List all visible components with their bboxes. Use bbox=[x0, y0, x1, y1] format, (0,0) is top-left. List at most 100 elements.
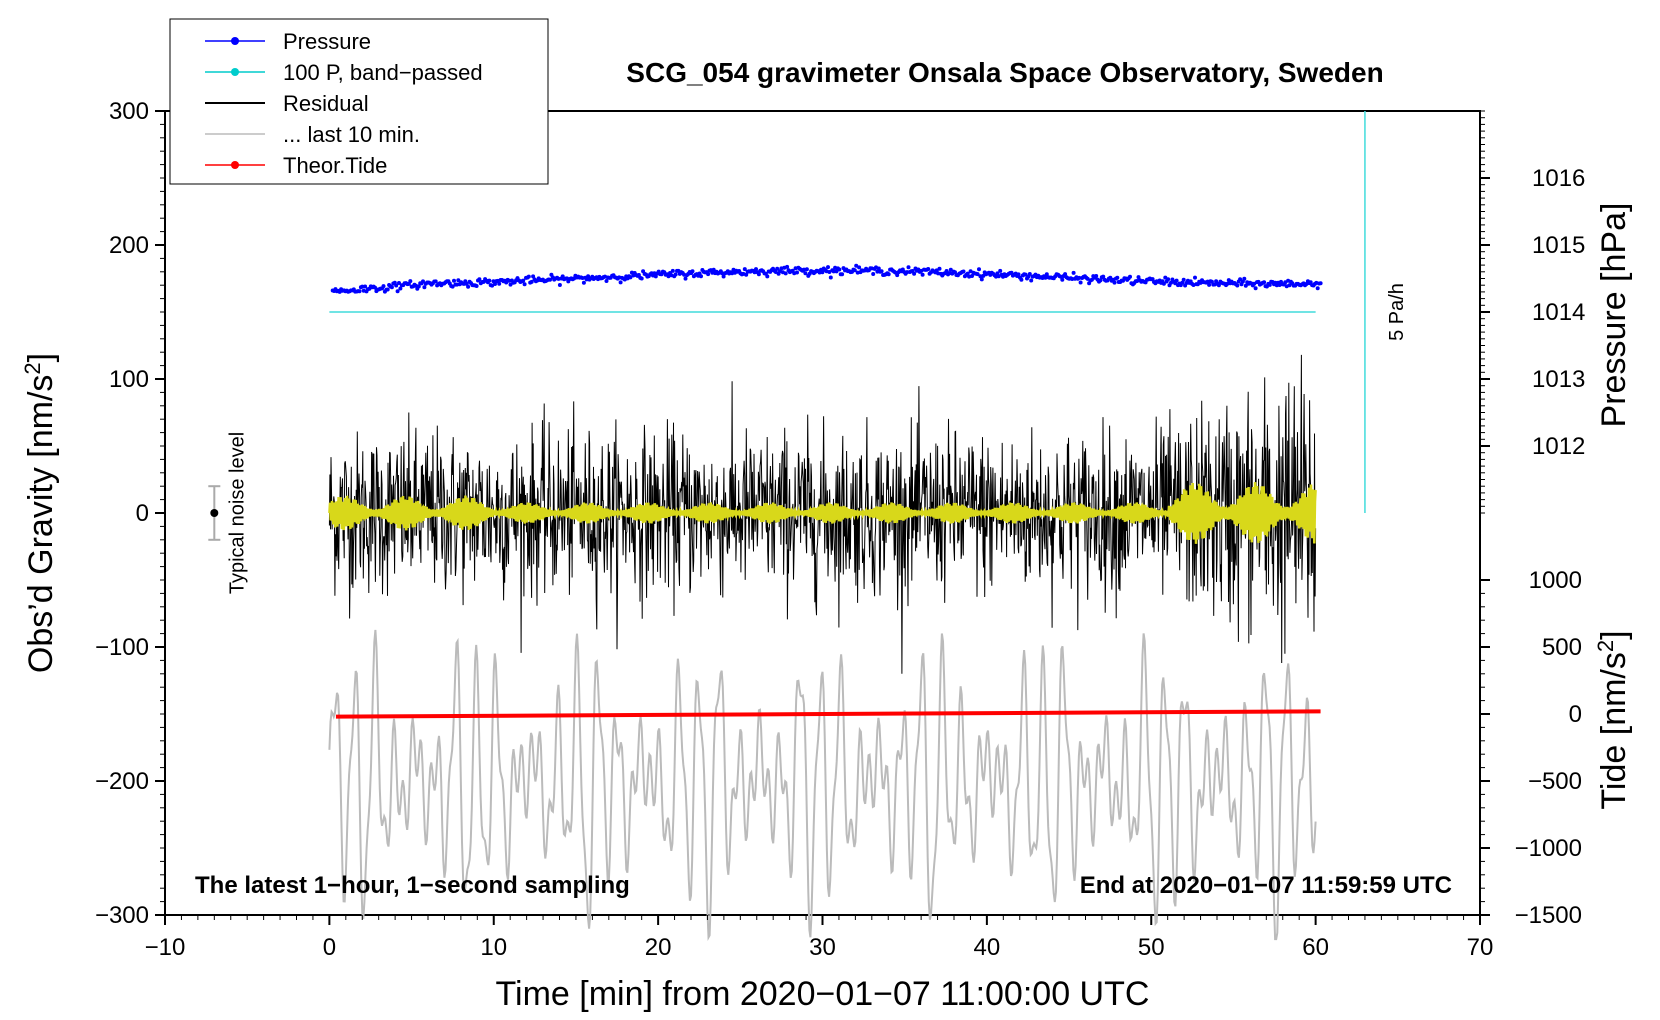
pressure-point bbox=[1027, 272, 1032, 276]
pressure-point bbox=[1181, 277, 1186, 282]
pressure-tick-label: 1016 bbox=[1532, 165, 1585, 192]
series-residual-bandpassed bbox=[328, 482, 1317, 544]
pressure-point bbox=[529, 279, 534, 284]
pressure-tick-label: 1015 bbox=[1532, 232, 1585, 259]
pressure-point bbox=[1016, 272, 1021, 277]
legend-label: Residual bbox=[283, 91, 369, 116]
pressure-point bbox=[521, 278, 526, 283]
x-tick-label: 10 bbox=[480, 934, 507, 961]
x-tick-label: 30 bbox=[809, 934, 836, 961]
pressure-point bbox=[1318, 281, 1323, 286]
pressure-point bbox=[875, 269, 880, 274]
pressure-point bbox=[477, 277, 482, 282]
pressure-point bbox=[1242, 276, 1247, 281]
y-axis-title-tide-sup: 2 bbox=[1593, 640, 1618, 652]
pressure-point bbox=[1174, 278, 1179, 283]
pressure-point bbox=[905, 270, 910, 275]
pressure-point bbox=[937, 266, 942, 271]
rate-marker-label: 5 Pa/h bbox=[1386, 283, 1408, 341]
pressure-point bbox=[879, 269, 884, 274]
pressure-point bbox=[1216, 283, 1221, 288]
noise-level-marker bbox=[208, 485, 221, 541]
pressure-point bbox=[581, 280, 586, 285]
pressure-point bbox=[895, 273, 900, 278]
pressure-point bbox=[785, 264, 790, 269]
y-axis-title-gravity-main: Obs’d Gravity [nm/s bbox=[22, 375, 60, 674]
pressure-point bbox=[944, 269, 949, 273]
footer-sampling-note: The latest 1−hour, 1−second sampling bbox=[195, 872, 630, 899]
y-axis-title-tide-main: Tide [nm/s bbox=[1595, 652, 1633, 809]
pressure-point bbox=[876, 266, 881, 271]
pressure-point bbox=[604, 279, 609, 283]
pressure-point bbox=[756, 272, 761, 277]
pressure-point bbox=[1044, 272, 1049, 277]
noise-level-label: Typical noise level bbox=[226, 432, 248, 594]
x-tick-label: 70 bbox=[1467, 934, 1494, 961]
pressure-point bbox=[1115, 275, 1120, 280]
pressure-point bbox=[652, 271, 657, 276]
pressure-point bbox=[820, 270, 825, 275]
pressure-point bbox=[852, 268, 857, 273]
y-axis-title-pressure: Pressure [hPa] bbox=[1595, 203, 1633, 428]
tide-tick-label: −1000 bbox=[1515, 835, 1582, 862]
y-tick-label: 200 bbox=[109, 232, 149, 259]
pressure-point bbox=[653, 274, 658, 279]
x-tick-label: 20 bbox=[645, 934, 672, 961]
pressure-point bbox=[1063, 272, 1068, 277]
pressure-point bbox=[1023, 272, 1028, 277]
x-tick-label: 50 bbox=[1138, 934, 1165, 961]
pressure-point bbox=[775, 266, 780, 271]
pressure-point bbox=[912, 271, 917, 276]
tide-tick-label: −500 bbox=[1528, 768, 1582, 795]
pressure-point bbox=[828, 275, 833, 280]
pressure-point bbox=[871, 272, 876, 276]
pressure-point bbox=[906, 265, 911, 270]
pressure-point bbox=[673, 272, 678, 277]
y-tick-label: 100 bbox=[109, 366, 149, 393]
pressure-point bbox=[1243, 283, 1248, 288]
pressure-point bbox=[531, 274, 536, 279]
y-axis-gravity: 300 200 100 0 −100 −200 −300 bbox=[95, 98, 165, 929]
pressure-point bbox=[795, 270, 799, 275]
y-axis-tide: 1000 500 0 −500 −1000 −1500 bbox=[1480, 567, 1582, 929]
y-axis-title-gravity-end: ] bbox=[22, 353, 60, 362]
pressure-point bbox=[706, 272, 711, 277]
legend-label: Theor.Tide bbox=[283, 153, 387, 178]
pressure-point bbox=[979, 277, 984, 282]
pressure-point bbox=[1315, 286, 1320, 291]
pressure-point bbox=[452, 278, 456, 283]
pressure-point bbox=[1253, 286, 1258, 291]
pressure-point bbox=[920, 272, 925, 277]
pressure-point bbox=[397, 281, 401, 285]
pressure-point bbox=[1193, 275, 1197, 280]
legend-marker bbox=[231, 68, 239, 76]
pressure-point bbox=[998, 268, 1003, 273]
pressure-point bbox=[752, 270, 757, 275]
pressure-point bbox=[474, 284, 479, 288]
pressure-point bbox=[363, 284, 368, 289]
tide-tick-label: −1500 bbox=[1515, 902, 1582, 929]
pressure-point bbox=[1267, 282, 1272, 287]
pressure-point bbox=[548, 277, 552, 282]
pressure-point bbox=[744, 272, 749, 277]
pressure-point bbox=[804, 267, 809, 272]
pressure-point bbox=[1235, 283, 1240, 288]
pressure-point bbox=[721, 274, 726, 279]
series-theor-tide bbox=[335, 709, 1321, 719]
pressure-point bbox=[720, 271, 725, 276]
y-axis-title-gravity-sup: 2 bbox=[20, 362, 45, 374]
pressure-point bbox=[450, 284, 455, 289]
pressure-point bbox=[398, 286, 403, 291]
y-axis-title-tide-end: ] bbox=[1595, 630, 1633, 639]
pressure-tick-label: 1012 bbox=[1532, 433, 1585, 460]
y-tick-label: −300 bbox=[95, 902, 149, 929]
legend-label: ... last 10 min. bbox=[283, 122, 420, 147]
pressure-point bbox=[742, 267, 747, 272]
pressure-point bbox=[1112, 280, 1117, 285]
pressure-point bbox=[765, 274, 770, 279]
pressure-point bbox=[1078, 280, 1083, 285]
pressure-point bbox=[639, 276, 644, 281]
pressure-point bbox=[1029, 278, 1034, 283]
y-tick-label: −100 bbox=[95, 634, 149, 661]
